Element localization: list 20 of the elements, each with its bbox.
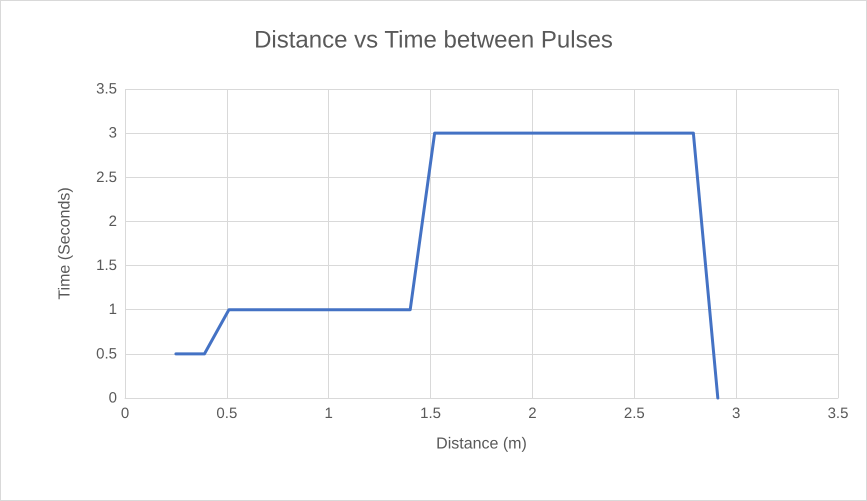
y-tick-label: 1	[108, 301, 117, 318]
y-tick-label: 2	[108, 212, 117, 230]
y-tick-label: 3.5	[96, 80, 117, 98]
line-series	[174, 132, 720, 400]
x-tick-label: 2.5	[624, 405, 645, 422]
y-tick-label: 0.5	[96, 345, 117, 362]
x-tick-label: 3	[732, 405, 740, 422]
y-tick-label: 0	[108, 390, 117, 406]
y-tick-label: 2.5	[96, 168, 117, 186]
x-tick-label: 2	[528, 405, 537, 422]
x-tick-label: 0	[120, 405, 130, 422]
y-tick-label: 3	[108, 124, 117, 142]
x-tick-label: 0.5	[216, 405, 238, 422]
x-axis-title: Distance (m)	[436, 436, 527, 452]
y-tick-label: 1.5	[96, 257, 117, 274]
y-axis-title: Time (Seconds)	[56, 187, 74, 300]
x-tick-label: 1	[324, 405, 333, 422]
chart-title: Distance vs Time between Pulses	[254, 26, 613, 54]
x-tick-label: 3.5	[828, 405, 848, 422]
x-tick-label: 1.5	[420, 405, 441, 422]
